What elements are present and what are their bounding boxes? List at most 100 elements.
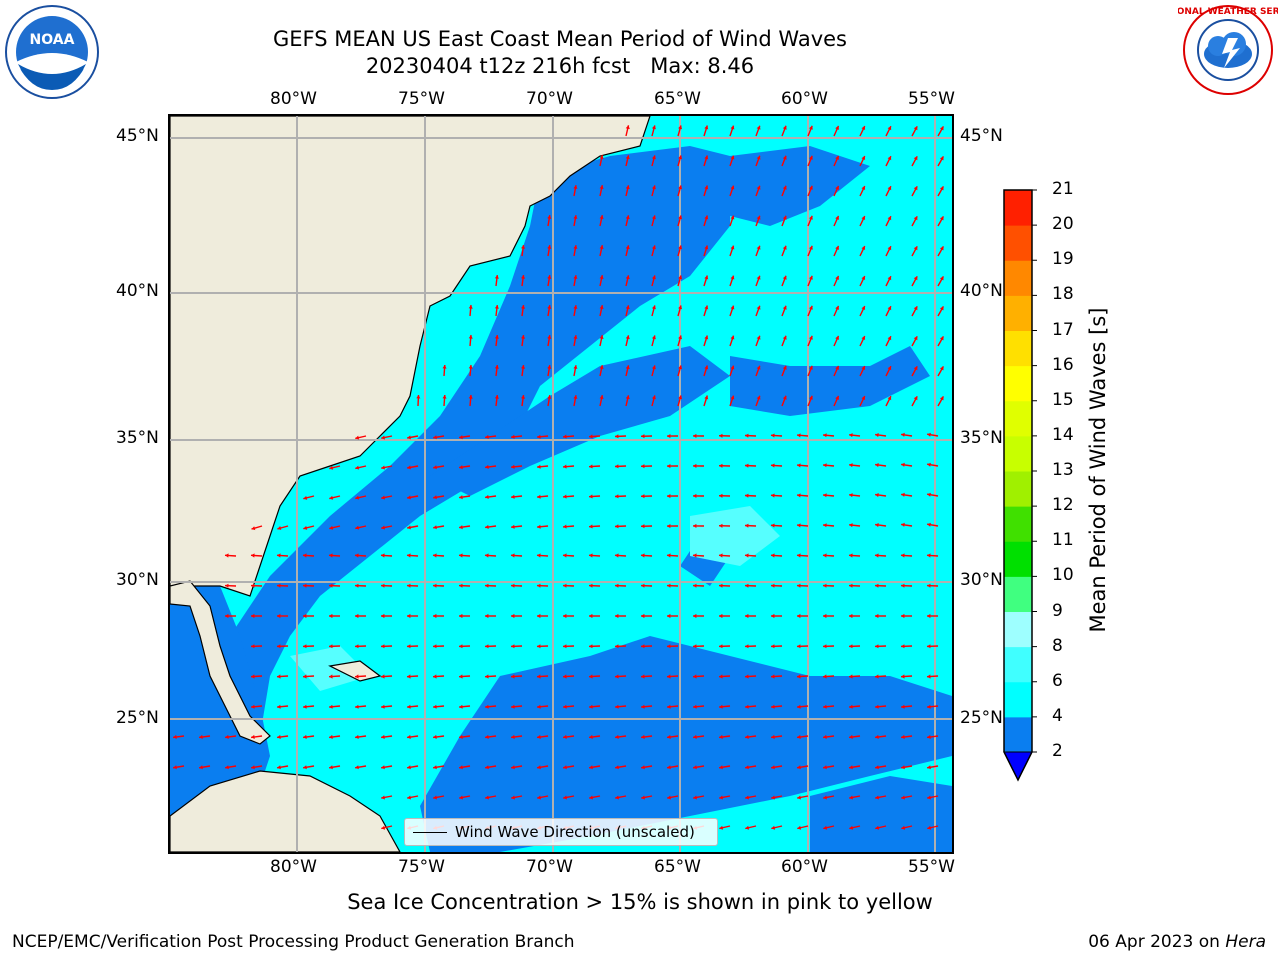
wave-arrow-head bbox=[485, 434, 489, 439]
wave-arrow-head bbox=[782, 125, 787, 130]
wave-arrow-head bbox=[771, 704, 775, 709]
wave-arrow-head bbox=[329, 613, 333, 619]
wave-arrow-head bbox=[563, 674, 567, 679]
wave-arrow-head bbox=[303, 495, 308, 500]
wave-arrow-head bbox=[199, 765, 203, 770]
wave-arrow-head bbox=[745, 493, 749, 498]
wave-arrow-head bbox=[468, 305, 473, 309]
wave-arrow-head bbox=[823, 433, 827, 438]
wave-arrow-head bbox=[861, 366, 866, 370]
wave-arrow-head bbox=[651, 335, 656, 340]
wave-arrow-head bbox=[704, 185, 709, 190]
wave-arrow-head bbox=[625, 155, 630, 160]
wave-arrow-head bbox=[823, 765, 827, 770]
wave-arrow-head bbox=[251, 583, 255, 588]
colorbar-swatch bbox=[1004, 330, 1032, 367]
wave-arrow-head bbox=[485, 553, 489, 558]
wave-arrow-head bbox=[407, 465, 411, 470]
wave-arrow-head bbox=[511, 644, 515, 649]
wave-arrow-head bbox=[381, 613, 385, 619]
wave-arrow-head bbox=[251, 765, 255, 770]
wave-arrow-head bbox=[849, 523, 853, 528]
wave-arrow-head bbox=[599, 305, 604, 309]
wave-arrow-head bbox=[521, 305, 526, 309]
wave-arrow-head bbox=[589, 613, 593, 619]
wave-arrow-head bbox=[407, 583, 411, 588]
wave-arrow-head bbox=[651, 395, 656, 400]
wave-arrow-head bbox=[615, 674, 619, 679]
wave-arrow-head bbox=[901, 492, 905, 497]
wave-arrow-head bbox=[901, 704, 905, 709]
wave-arrow-head bbox=[173, 765, 177, 770]
wave-arrow-head bbox=[756, 395, 761, 400]
wave-arrow-head bbox=[355, 704, 359, 709]
wave-arrow-head bbox=[485, 674, 489, 679]
wave-arrow-head bbox=[797, 734, 801, 739]
wave-arrow-head bbox=[651, 365, 656, 370]
wave-arrow-head bbox=[809, 155, 813, 160]
wave-arrow-head bbox=[809, 305, 813, 310]
wave-arrow-head bbox=[547, 305, 552, 309]
lon-label-bottom-80w: 80°W bbox=[270, 857, 317, 877]
wave-arrow-head bbox=[599, 185, 604, 189]
wave-arrow-head bbox=[797, 795, 801, 800]
wave-arrow-head bbox=[329, 704, 333, 709]
wave-arrow-head bbox=[693, 734, 697, 739]
wave-arrow-head bbox=[678, 245, 683, 250]
wave-arrow-head bbox=[875, 613, 879, 619]
wave-arrow-head bbox=[693, 553, 697, 558]
wave-arrow-head bbox=[537, 524, 541, 529]
wave-arrow-head bbox=[771, 583, 775, 588]
wave-arrow-head bbox=[771, 553, 775, 558]
wave-arrow-head bbox=[511, 434, 515, 439]
wave-arrow-head bbox=[797, 523, 801, 528]
wave-arrow-head bbox=[433, 525, 437, 530]
nws-logo-text: NATIONAL WEATHER SERVICE bbox=[1178, 7, 1278, 17]
wave-arrow-head bbox=[719, 825, 724, 830]
colorbar-swatch bbox=[1004, 190, 1032, 226]
wave-arrow-head bbox=[485, 464, 489, 469]
colorbar-tick-label: 13 bbox=[1052, 460, 1074, 480]
wave-arrow-head bbox=[861, 306, 866, 310]
colorbar-label: Mean Period of Wind Waves [s] bbox=[1086, 307, 1110, 633]
credit-host: Hera bbox=[1225, 932, 1266, 952]
wave-arrow-head bbox=[901, 765, 905, 770]
graticule bbox=[170, 116, 952, 852]
legend-line-sample bbox=[413, 832, 447, 833]
wave-arrow-head bbox=[589, 765, 593, 770]
lat-label-right-25n: 25°N bbox=[960, 708, 1003, 728]
wave-arrow-head bbox=[355, 553, 359, 558]
wave-arrow-head bbox=[459, 553, 463, 558]
wave-arrow-head bbox=[459, 583, 463, 588]
wave-arrow-head bbox=[849, 795, 853, 800]
wave-arrow-head bbox=[693, 644, 697, 649]
wave-arrow-head bbox=[719, 765, 723, 770]
wave-arrow-head bbox=[277, 526, 282, 530]
wave-arrow-head bbox=[913, 366, 918, 371]
wave-arrow-head bbox=[651, 305, 656, 310]
wave-arrow-head bbox=[381, 465, 385, 470]
wave-arrow-head bbox=[573, 215, 578, 219]
wave-arrow-head bbox=[651, 125, 656, 130]
wave-arrow-head bbox=[355, 765, 359, 770]
wave-arrow-head bbox=[521, 245, 526, 249]
wave-arrow-head bbox=[615, 644, 619, 649]
wave-arrow-head bbox=[511, 524, 515, 529]
wave-arrow-head bbox=[625, 125, 630, 130]
wave-arrow-head bbox=[407, 765, 411, 770]
wave-arrow-head bbox=[704, 125, 709, 130]
wave-arrow-head bbox=[459, 704, 463, 709]
wave-arrow-head bbox=[641, 434, 645, 439]
wave-arrow-head bbox=[797, 463, 801, 468]
wave-arrow-head bbox=[823, 734, 827, 739]
wave-arrow-head bbox=[875, 583, 879, 588]
wave-arrow-head bbox=[537, 434, 541, 439]
wave-arrow-head bbox=[939, 366, 944, 371]
wave-arrow-head bbox=[651, 275, 656, 280]
wave-arrow-head bbox=[625, 335, 630, 340]
wave-arrow-head bbox=[927, 825, 932, 830]
wave-arrow-head bbox=[887, 156, 892, 161]
wave-arrow-head bbox=[615, 734, 619, 739]
wave-arrow-head bbox=[641, 524, 645, 529]
wave-arrow-head bbox=[459, 465, 463, 470]
